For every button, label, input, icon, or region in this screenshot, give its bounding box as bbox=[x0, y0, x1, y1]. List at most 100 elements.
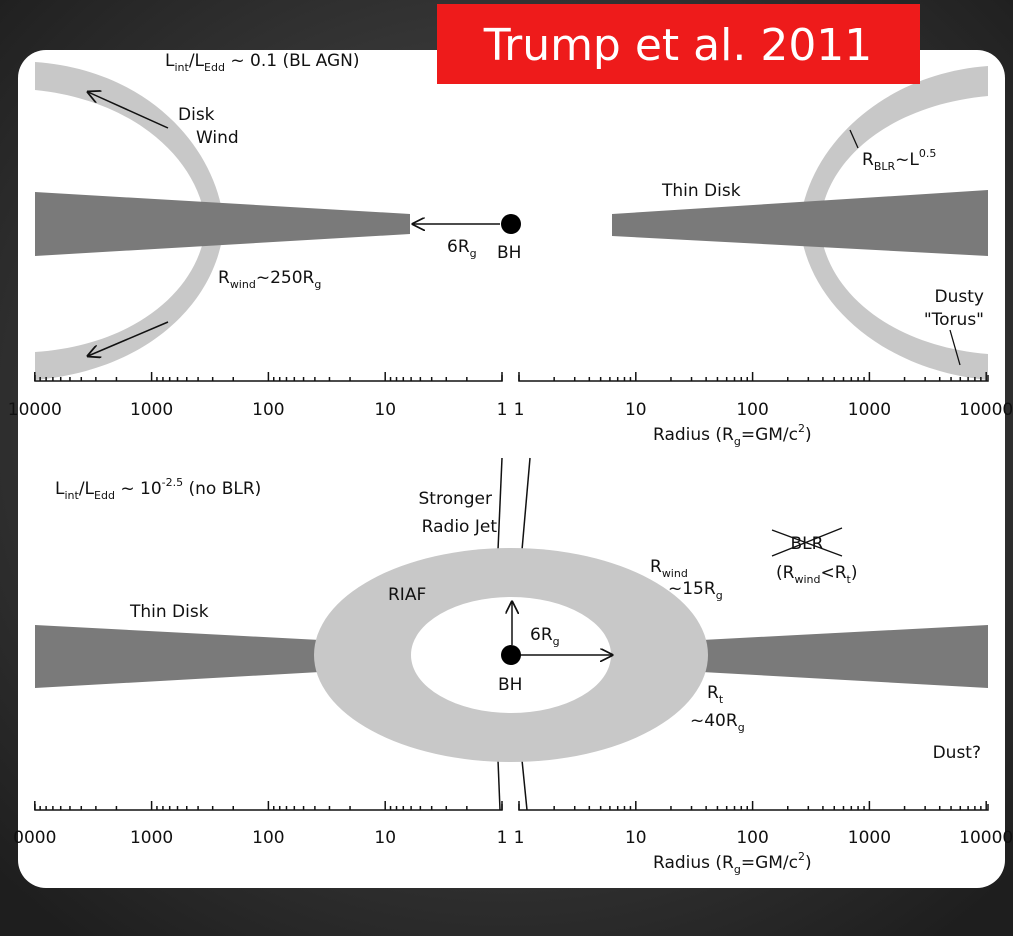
jet-label: Stronger bbox=[419, 489, 493, 509]
subscript: g bbox=[716, 589, 723, 602]
tick-label: 1 bbox=[514, 828, 525, 848]
subscript: int bbox=[64, 489, 79, 502]
broad-line-region bbox=[800, 66, 988, 380]
superscript: -2.5 bbox=[162, 476, 183, 489]
text-part: <R bbox=[820, 563, 846, 583]
thin-disk bbox=[612, 190, 988, 256]
tick-label: 10 bbox=[625, 400, 647, 420]
tick-label: 1000 bbox=[848, 828, 891, 848]
disk-wind-label: Disk bbox=[178, 105, 215, 125]
jet-label: Radio Jet bbox=[422, 517, 498, 537]
text-part: ) bbox=[851, 563, 858, 583]
text-part: ) bbox=[805, 853, 812, 873]
black-hole bbox=[501, 214, 521, 234]
subscript: wind bbox=[230, 278, 256, 291]
wind-radius-label: ~15Rg bbox=[668, 579, 723, 602]
eddington-ratio: Lint/LEdd ~ 0.1 (BL AGN) bbox=[165, 51, 359, 74]
text-part: R bbox=[218, 268, 230, 288]
superscript: 0.5 bbox=[919, 147, 937, 160]
text-part: R bbox=[862, 150, 874, 170]
text-part: L bbox=[55, 479, 65, 499]
text-part: ~40R bbox=[690, 711, 738, 731]
axis-title: Radius (Rg=GM/c2) bbox=[653, 422, 812, 448]
strike-line bbox=[771, 527, 843, 557]
bh-label: BH bbox=[498, 675, 522, 695]
tick-label: 1000 bbox=[848, 400, 891, 420]
tick-label: 10 bbox=[625, 828, 647, 848]
text-part: ~ 10 bbox=[115, 479, 162, 499]
tick-label: 10 bbox=[374, 828, 396, 848]
text-part: Radius (R bbox=[653, 425, 734, 445]
bh-label: BH bbox=[497, 243, 521, 263]
subscript: g bbox=[734, 435, 741, 448]
jet-edge bbox=[521, 759, 528, 811]
tick-label: 1000 bbox=[130, 400, 173, 420]
subscript: Edd bbox=[204, 61, 225, 74]
text-part: ) bbox=[805, 425, 812, 445]
isco-label: 6Rg bbox=[530, 625, 560, 648]
blr-label: BLR bbox=[791, 534, 824, 554]
tick-label: 0000 bbox=[13, 828, 56, 848]
tick-label: 1000 bbox=[130, 828, 173, 848]
strike-line bbox=[771, 529, 843, 557]
text-part: ~L bbox=[895, 150, 919, 170]
text-part: /L bbox=[189, 51, 205, 71]
subscript: g bbox=[470, 247, 477, 260]
thin-disk bbox=[702, 625, 988, 688]
subscript: BLR bbox=[874, 160, 896, 173]
subscript: wind bbox=[662, 567, 688, 580]
tick-label: 1 bbox=[497, 400, 508, 420]
diagram-shapes bbox=[35, 62, 988, 811]
jet-edge bbox=[521, 457, 531, 551]
subscript: g bbox=[734, 863, 741, 876]
text-part: L bbox=[165, 51, 175, 71]
truncation-radius-label: ~40Rg bbox=[690, 711, 745, 734]
text-part: 6R bbox=[530, 625, 553, 645]
text-part: ~250R bbox=[256, 268, 315, 288]
text-part: (no BLR) bbox=[183, 479, 261, 499]
text-part: /L bbox=[79, 479, 95, 499]
subscript: g bbox=[553, 635, 560, 648]
tick-label: 100 bbox=[252, 400, 284, 420]
dust-label: Dust? bbox=[933, 743, 981, 763]
text-part: Radius (R bbox=[653, 853, 734, 873]
tick-label: 10 bbox=[374, 400, 396, 420]
text-part: R bbox=[707, 683, 719, 703]
torus-label: "Torus" bbox=[924, 310, 984, 330]
wind-arrow bbox=[88, 321, 169, 356]
subscript: t bbox=[719, 693, 724, 706]
axis-title: Radius (Rg=GM/c2) bbox=[653, 850, 812, 876]
tick-label: 10000 bbox=[959, 400, 1013, 420]
disk-wind-label: Wind bbox=[196, 128, 239, 148]
text-part: (R bbox=[776, 563, 795, 583]
tick-label: 1 bbox=[514, 400, 525, 420]
blr-note: (Rwind<Rt) bbox=[776, 563, 858, 586]
jet-edge bbox=[497, 759, 501, 811]
tick-label: 100 bbox=[252, 828, 284, 848]
superscript: 2 bbox=[798, 422, 805, 435]
thin-disk bbox=[35, 192, 410, 256]
subscript: g bbox=[314, 278, 321, 291]
eddington-ratio: Lint/LEdd ~ 10-2.5 (no BLR) bbox=[55, 476, 261, 502]
text-part: ~15R bbox=[668, 579, 716, 599]
text-part: 6R bbox=[447, 237, 470, 257]
pointer bbox=[949, 329, 961, 366]
black-hole bbox=[501, 645, 521, 665]
riaf-label: RIAF bbox=[388, 585, 426, 605]
wind-radius-label: Rwind~250Rg bbox=[218, 268, 321, 291]
subscript: Edd bbox=[94, 489, 115, 502]
jet-edge bbox=[497, 457, 503, 551]
tick-label: 10000 bbox=[959, 828, 1013, 848]
subscript: int bbox=[174, 61, 189, 74]
subscript: g bbox=[738, 721, 745, 734]
disk-wind bbox=[35, 62, 224, 380]
wind-radius-label: Rwind bbox=[650, 557, 688, 580]
isco-label: 6Rg bbox=[447, 237, 477, 260]
thin-disk-label: Thin Disk bbox=[661, 181, 741, 201]
text-part: =GM/c bbox=[741, 853, 798, 873]
subscript: wind bbox=[794, 573, 820, 586]
figure-panel bbox=[18, 50, 1005, 888]
tick-label: 1 bbox=[497, 828, 508, 848]
